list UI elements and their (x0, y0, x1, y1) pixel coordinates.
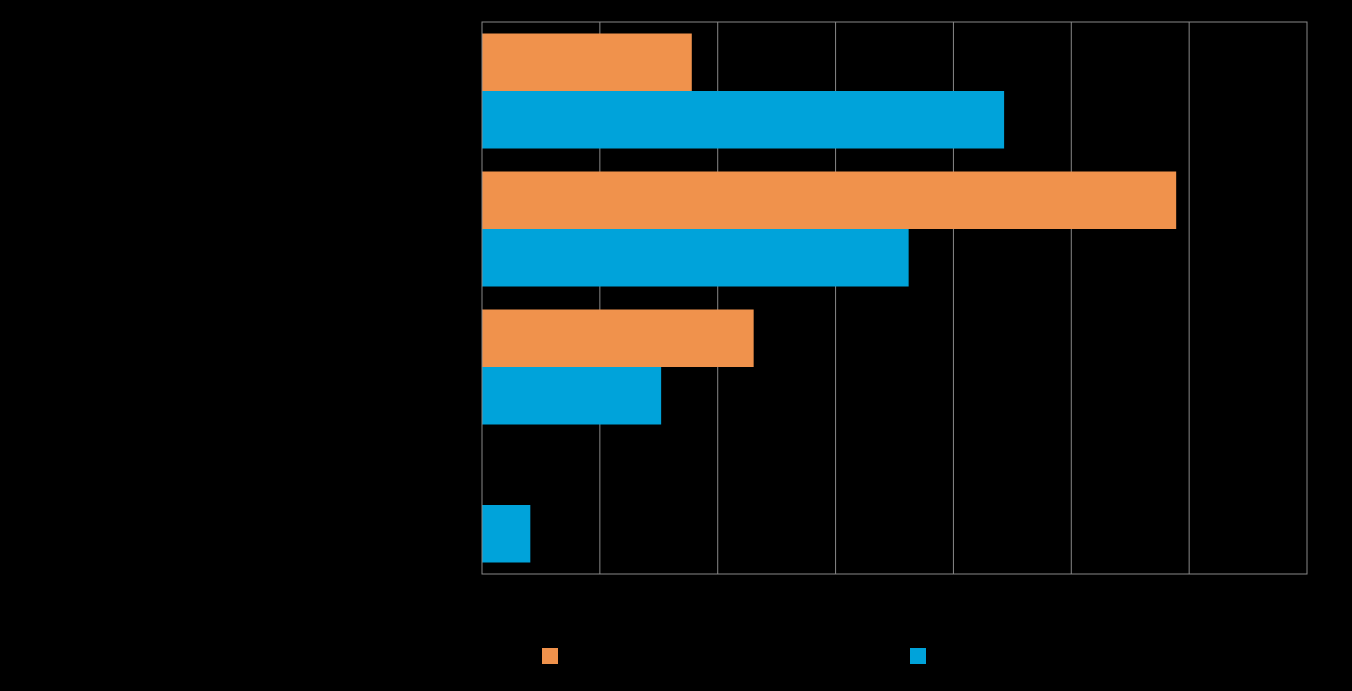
bars (482, 33, 1177, 563)
bar-series-2-category-1 (482, 91, 1005, 149)
bar-series-2-category-4 (482, 505, 531, 563)
bar-series-2-category-2 (482, 229, 909, 287)
legend-swatch-series-1 (542, 648, 558, 664)
bar-series-1-category-3 (482, 309, 754, 367)
bar-series-1-category-1 (482, 33, 692, 91)
legend-swatch-series-2 (910, 648, 926, 664)
bar-series-1-category-2 (482, 171, 1177, 229)
bar-series-2-category-3 (482, 367, 662, 425)
legend (542, 648, 926, 664)
plot-frame (481, 21, 1308, 575)
